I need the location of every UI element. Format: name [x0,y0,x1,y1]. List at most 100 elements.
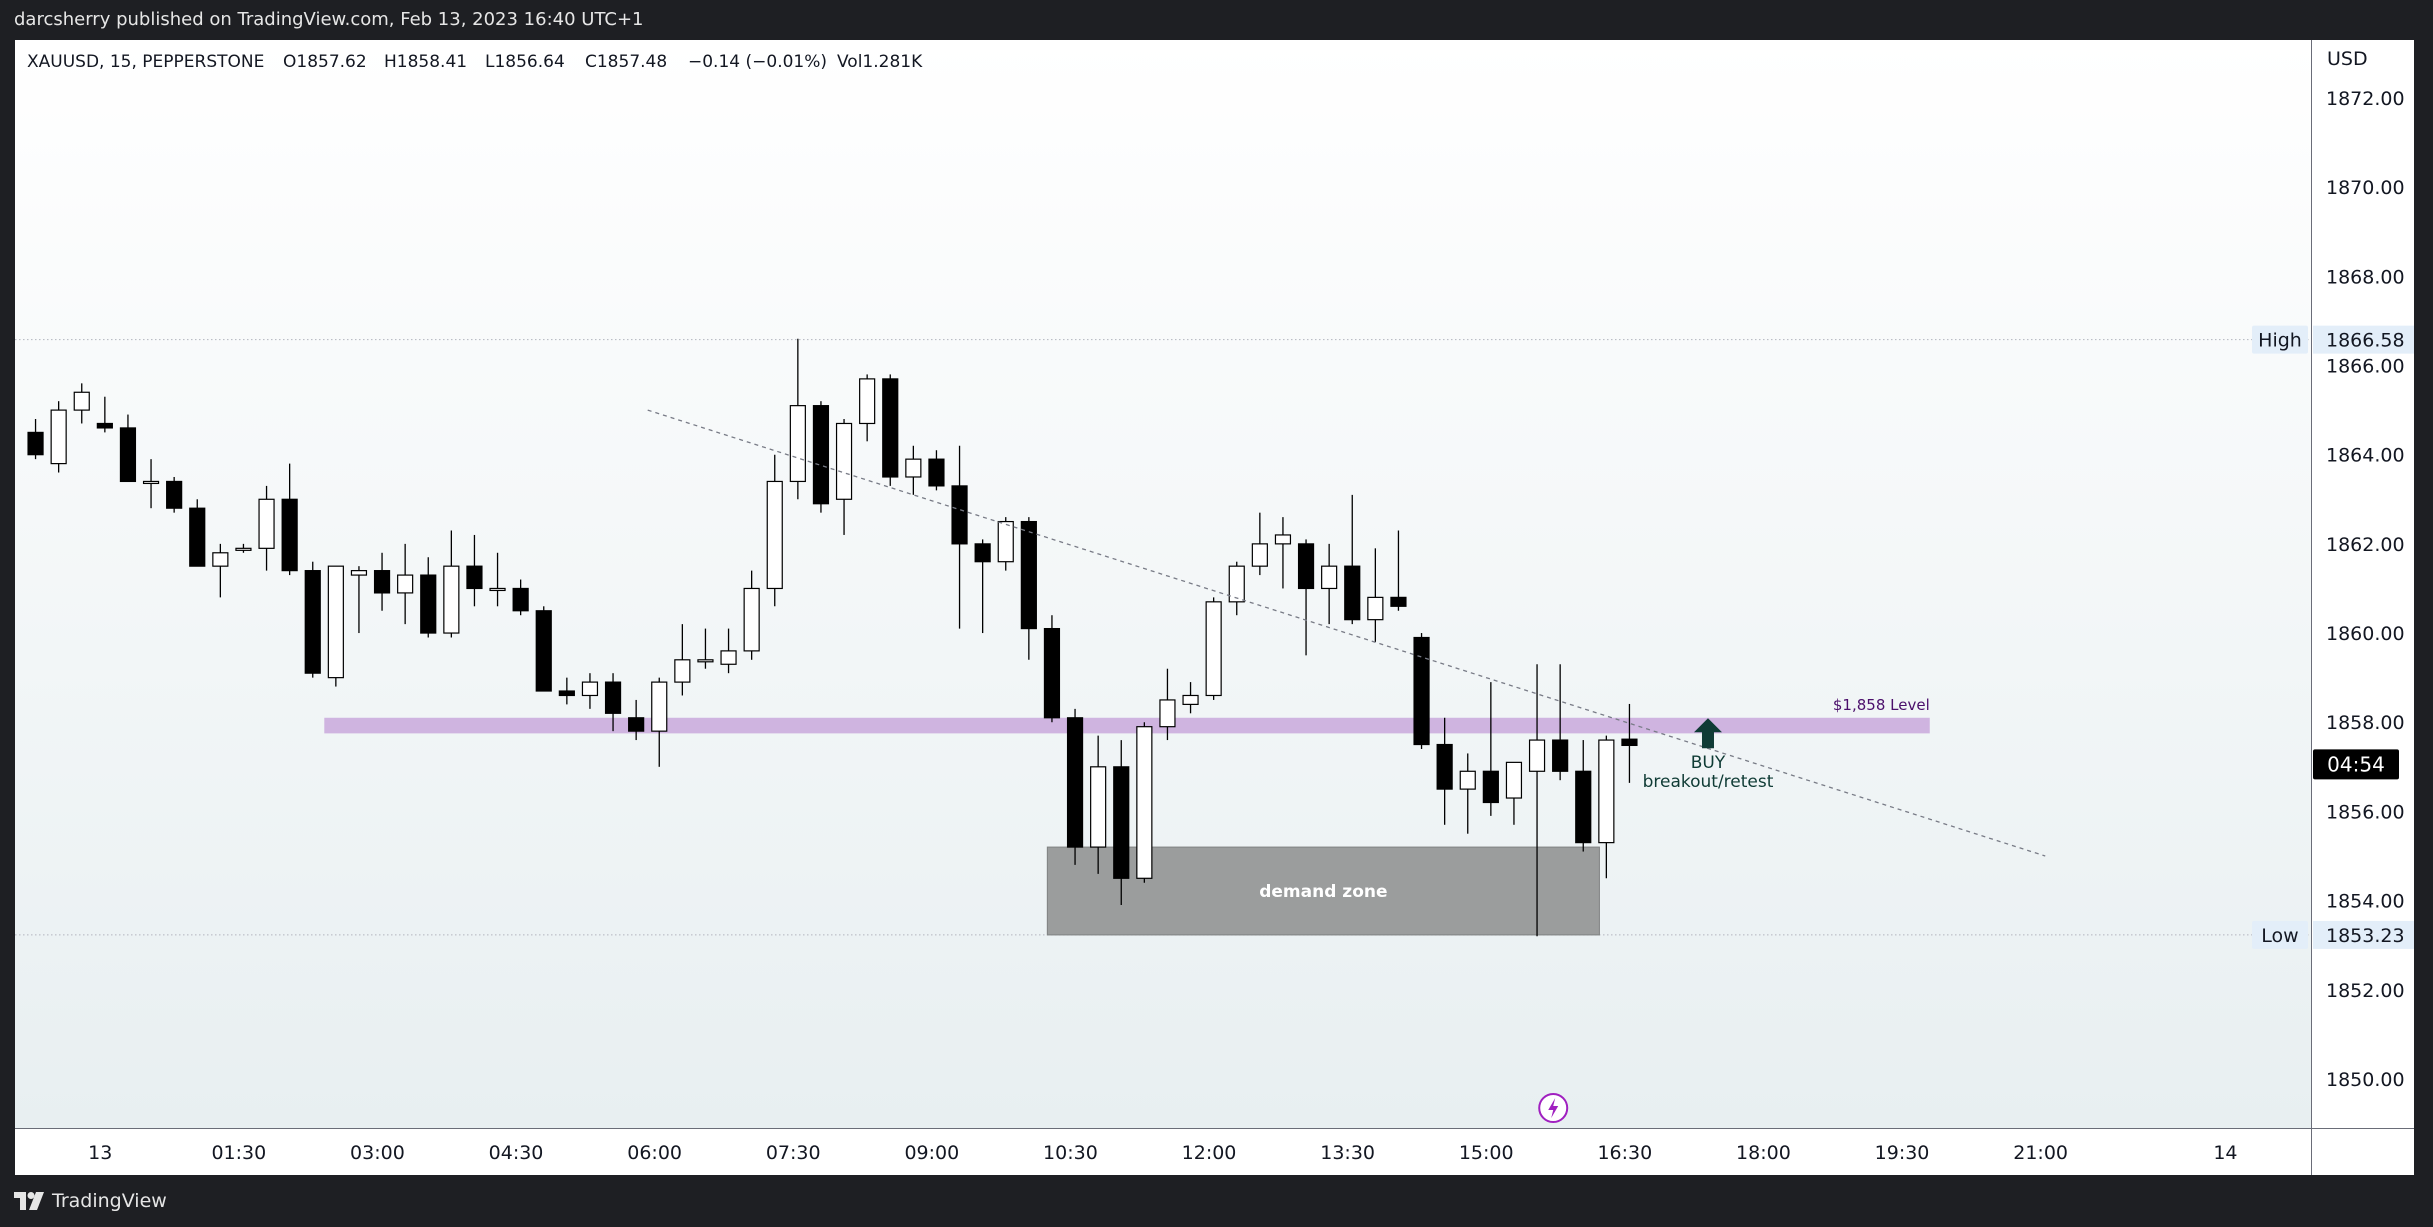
candle-body-bear [1113,766,1130,879]
candle[interactable] [1113,740,1130,906]
candle-body-bear [1575,770,1592,844]
candle[interactable] [1505,761,1523,825]
candle[interactable] [1159,668,1176,741]
candle[interactable] [766,454,783,607]
candle[interactable] [235,543,252,553]
candle[interactable] [1066,708,1084,865]
x-tick-label: 03:00 [350,1142,405,1164]
candle[interactable] [166,476,183,513]
candle[interactable] [1344,494,1361,625]
candle[interactable] [628,699,645,741]
candle[interactable] [974,539,991,634]
candle[interactable] [905,445,922,495]
buy-arrow-icon[interactable] [1693,718,1722,749]
candle-body-bear [1344,565,1361,621]
flash-event-icon[interactable] [1538,1093,1569,1123]
candle[interactable] [1621,703,1638,783]
candle[interactable] [1390,530,1407,611]
candle[interactable] [1459,753,1476,834]
candle[interactable] [1321,543,1338,625]
candle[interactable] [951,445,968,629]
candle[interactable] [304,561,321,678]
candle[interactable] [327,565,344,687]
candle[interactable] [835,419,853,535]
candle-body-bull [258,498,275,549]
candle[interactable] [1020,517,1037,660]
candle[interactable] [1552,664,1569,781]
candle[interactable] [512,579,529,616]
candle[interactable] [674,624,691,696]
candle[interactable] [1413,633,1430,749]
candle[interactable] [1367,548,1384,642]
x-tick-label: 06:00 [627,1142,682,1164]
legend-change: −0.14 (−0.01%) [688,52,827,72]
candle[interactable] [882,374,899,486]
candle[interactable] [489,552,506,607]
candle[interactable] [789,338,806,500]
candle-body-bull [1505,761,1523,799]
candle[interactable] [997,517,1014,571]
candle-body-bear [951,485,968,545]
candle[interactable] [1182,682,1199,714]
candle[interactable] [604,673,622,732]
candle[interactable] [928,450,945,491]
candle[interactable] [1251,512,1268,576]
low-price-badge [2313,920,2414,949]
candle[interactable] [720,628,737,674]
candle[interactable] [743,570,760,660]
candle[interactable] [50,401,67,473]
candle-body-bull [859,378,876,425]
candle[interactable] [189,499,206,567]
candle[interactable] [1528,664,1546,937]
candlestick-chart[interactable]: demand zone $1,858 Level BUYbreakout/rete… [15,40,2414,1175]
candle[interactable] [420,557,437,638]
candle[interactable] [27,419,44,460]
candle-body-bull [697,659,714,663]
candle[interactable] [651,677,668,767]
candle[interactable] [373,552,391,611]
x-tick-label: 13 [88,1142,112,1164]
candle[interactable] [281,463,298,576]
candle[interactable] [1436,717,1453,825]
candle[interactable] [1575,740,1592,852]
candle[interactable] [1598,735,1615,879]
candle[interactable] [96,396,113,433]
candle[interactable] [1482,682,1499,816]
candle[interactable] [142,459,160,509]
candle-body-bear [27,431,44,456]
candle-body-bear [882,378,899,478]
candle-body-bear [1390,596,1407,607]
candle-body-bear [96,422,113,429]
candle[interactable] [1274,517,1292,589]
candle[interactable] [812,401,830,513]
buy-sub-label: breakout/retest [1643,772,1774,792]
candle-body-bull [835,422,853,500]
candle[interactable] [1136,722,1153,883]
candle[interactable] [1205,597,1222,700]
chart-frame[interactable]: demand zone $1,858 Level BUY breakout/rete… [15,40,2414,1175]
candle[interactable] [535,606,552,692]
candle[interactable] [397,543,414,625]
candle[interactable] [350,566,368,634]
candle[interactable] [119,414,137,483]
candle[interactable] [1297,539,1315,656]
legend-close: C1857.48 [585,52,667,72]
tradingview-logo[interactable]: TradingView [14,1190,167,1212]
candle-body-bear [1297,543,1315,590]
candle[interactable] [1090,735,1107,874]
candle[interactable] [212,543,229,598]
candle[interactable] [443,530,460,638]
candle[interactable] [558,677,575,705]
candle[interactable] [258,485,275,571]
candle-body-bear [166,480,183,509]
candle[interactable] [697,628,714,669]
candle[interactable] [1043,615,1061,723]
candle[interactable] [1228,561,1245,616]
legend-symbol[interactable]: XAUUSD, 15, PEPPERSTONE [27,52,264,72]
level-band-rect[interactable] [324,717,1930,734]
candle-body-bear [373,570,391,594]
candle[interactable] [859,374,876,442]
candle[interactable] [581,673,599,709]
candle[interactable] [73,383,90,424]
candle[interactable] [466,534,483,607]
